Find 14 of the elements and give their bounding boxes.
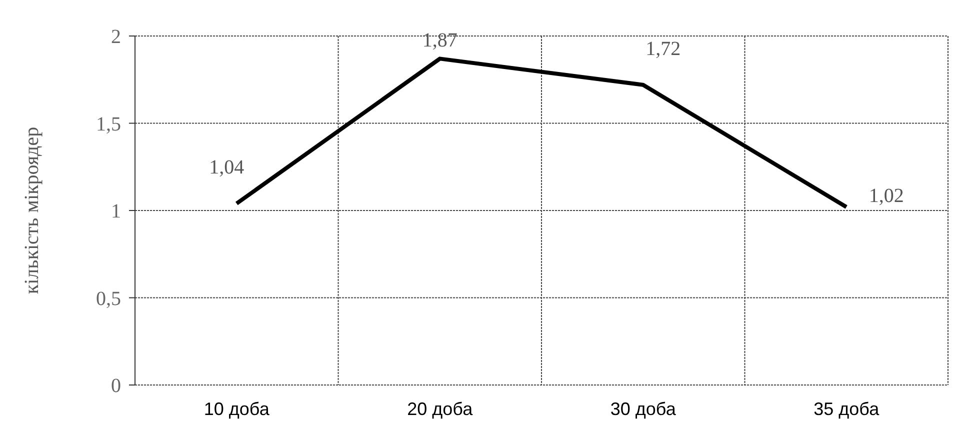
x-tick-label: 30 доба: [610, 399, 677, 419]
x-tick-label: 35 доба: [814, 399, 880, 419]
y-tick-label: 1,5: [96, 113, 121, 136]
y-tick-label: 1: [111, 200, 121, 222]
x-tick-label: 10 доба: [204, 399, 270, 419]
y-tick-label: 0,5: [96, 288, 121, 310]
y-tick-label: 0: [111, 375, 121, 397]
text: 1,87: [422, 30, 458, 52]
y-axis-title: кількість мікроядер: [21, 126, 43, 294]
x-tick-label: 20 доба: [407, 399, 474, 419]
text: 1,02: [868, 185, 904, 208]
text: 1,04: [209, 156, 244, 179]
text: 1,72: [646, 38, 681, 60]
y-tick-label: 2: [111, 26, 121, 48]
